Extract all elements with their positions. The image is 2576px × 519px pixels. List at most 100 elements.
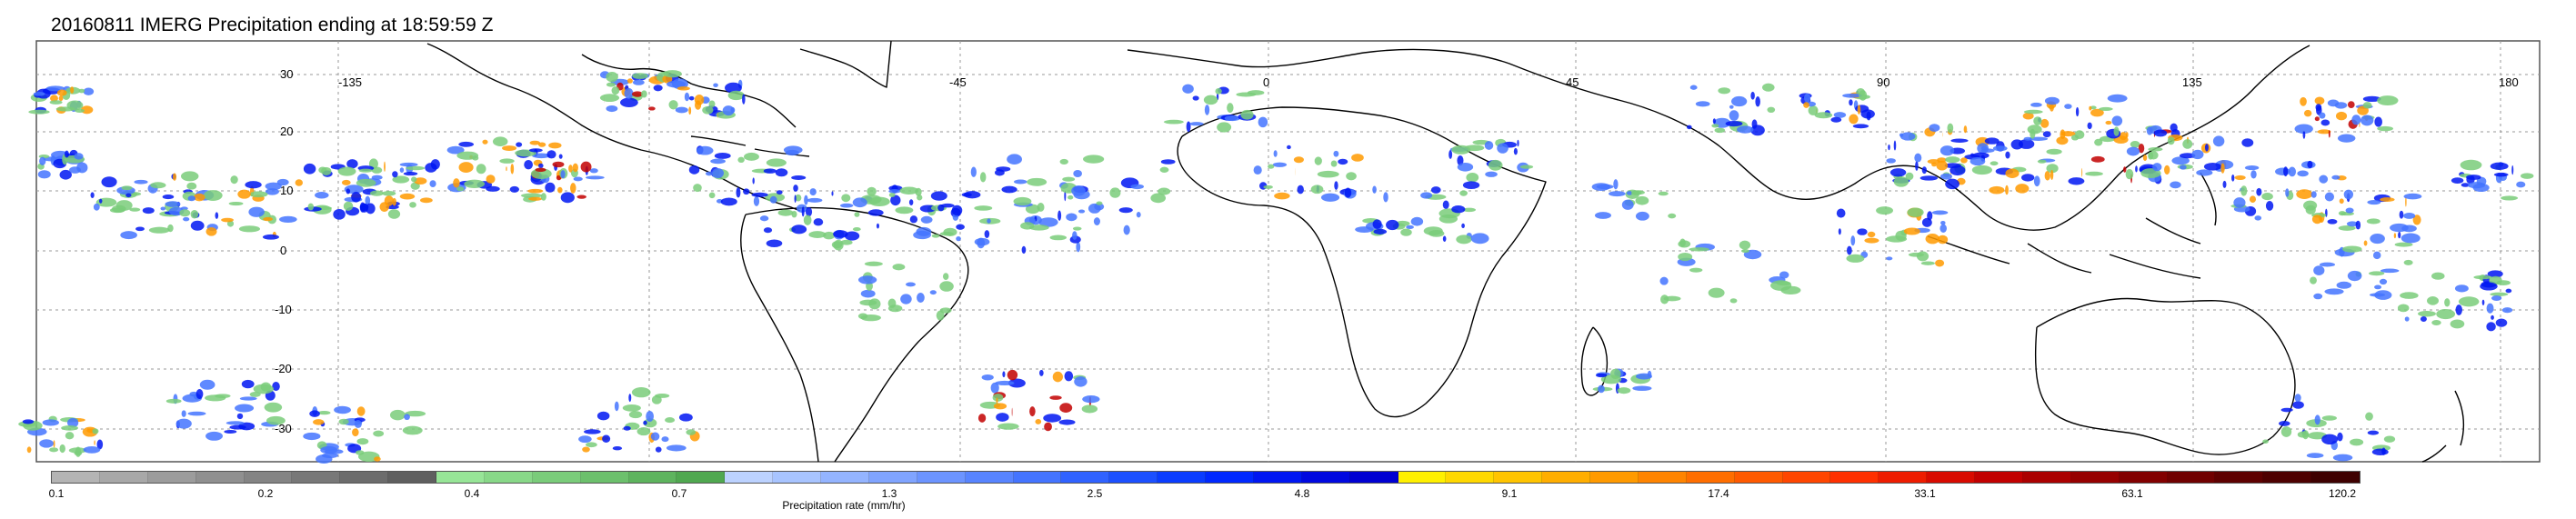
precip-cell (720, 197, 737, 206)
precip-cell (414, 177, 427, 185)
precip-cell (1842, 93, 1862, 98)
precip-cell (224, 429, 237, 434)
coast-africa (1177, 106, 1547, 418)
precip-cell (2030, 102, 2042, 107)
precip-cell (1921, 166, 1927, 175)
precip-cell (864, 261, 883, 266)
precip-cell (165, 201, 181, 207)
precip-cell (179, 209, 191, 217)
colorbar-segment (2167, 472, 2216, 483)
precip-cell (753, 195, 760, 206)
precip-cell (2275, 167, 2290, 175)
precip-cell (80, 105, 94, 115)
precip-cell (776, 190, 783, 195)
precip-cell (868, 298, 881, 310)
precip-cell (33, 92, 45, 96)
precip-cell (887, 304, 903, 313)
precip-cell (1258, 116, 1268, 128)
precip-cell (1082, 394, 1100, 404)
precip-cell (2310, 191, 2317, 198)
precip-cell (2130, 140, 2140, 148)
precip-cell (1984, 137, 2000, 145)
colorbar-segment (484, 472, 533, 483)
precip-cell (2015, 184, 2030, 194)
precip-cell (2018, 139, 2035, 149)
precip-cell (315, 192, 329, 199)
precip-cell (2033, 116, 2042, 125)
precip-cell (399, 193, 416, 200)
precip-cell (993, 403, 1007, 410)
precip-cell (1159, 166, 1169, 173)
precip-cell (58, 95, 64, 102)
precip-cell (1689, 267, 1703, 273)
precip-cell (942, 273, 949, 281)
precip-cell (1007, 369, 1018, 381)
precip-cell (545, 182, 556, 193)
precip-cell (913, 230, 931, 240)
precip-cell (794, 195, 797, 203)
precip-cell (1940, 221, 1946, 225)
lon-label: -45 (949, 75, 967, 89)
precip-cell (2265, 201, 2274, 211)
precip-cell (83, 445, 101, 454)
precip-cell (354, 420, 362, 428)
precip-cell (236, 413, 244, 420)
precip-cell (303, 432, 321, 441)
precip-cell (456, 186, 465, 192)
precip-cell (92, 428, 99, 434)
precip-cell (909, 215, 918, 224)
precip-cell (1014, 179, 1027, 185)
precip-cell (387, 209, 401, 219)
precip-cell (632, 91, 643, 97)
precip-cell (1081, 404, 1098, 414)
colorbar-tick-label: 17.4 (1708, 487, 1729, 500)
precip-cell (37, 170, 51, 179)
precip-cell (1459, 190, 1468, 196)
precip-cell (1776, 281, 1791, 286)
precip-cell (2403, 193, 2422, 200)
precip-cell (1123, 225, 1130, 235)
precip-cell (1659, 276, 1669, 285)
precip-cell (1247, 90, 1265, 95)
precip-cell (1849, 99, 1853, 106)
precip-cell (1001, 185, 1017, 194)
precip-cell (2204, 144, 2209, 152)
precip-cell (356, 406, 366, 416)
precip-cell (714, 152, 731, 159)
precip-cell (1043, 414, 1062, 423)
precip-cell (2280, 407, 2293, 413)
precip-cell (961, 192, 972, 197)
precip-cell (1240, 109, 1254, 120)
colorbar-segment (1879, 472, 1928, 483)
colorbar-segment (1494, 472, 1543, 483)
precip-cell (2089, 105, 2092, 111)
precip-cell (1718, 87, 1731, 95)
precip-cell (1035, 419, 1042, 424)
precip-cell (1613, 179, 1619, 190)
precip-cell (1737, 125, 1754, 134)
colorbar-segment (1686, 472, 1735, 483)
precip-cell (2328, 129, 2330, 138)
precip-cell (1767, 106, 1776, 114)
precip-cell (2090, 155, 2105, 163)
precip-cell (53, 440, 55, 448)
precip-cell (228, 201, 244, 206)
precip-cell (2302, 131, 2306, 139)
precip-cell (537, 142, 546, 147)
precip-cell (262, 234, 279, 240)
precip-cell (2335, 111, 2348, 121)
precip-cell (101, 176, 117, 188)
precip-cell (2487, 270, 2503, 278)
precip-cell (586, 442, 597, 448)
precip-cell (1750, 91, 1755, 100)
colorbar-segment (1927, 472, 1975, 483)
precip-cell (602, 434, 611, 443)
precip-cell (1082, 155, 1105, 164)
precip-cell (743, 152, 759, 161)
precip-cell (2383, 435, 2396, 443)
precip-cell (2362, 102, 2372, 109)
precip-cell (585, 175, 605, 180)
precip-cell (26, 446, 32, 454)
precip-cell (1344, 187, 1352, 198)
precip-cell (1272, 162, 1288, 167)
